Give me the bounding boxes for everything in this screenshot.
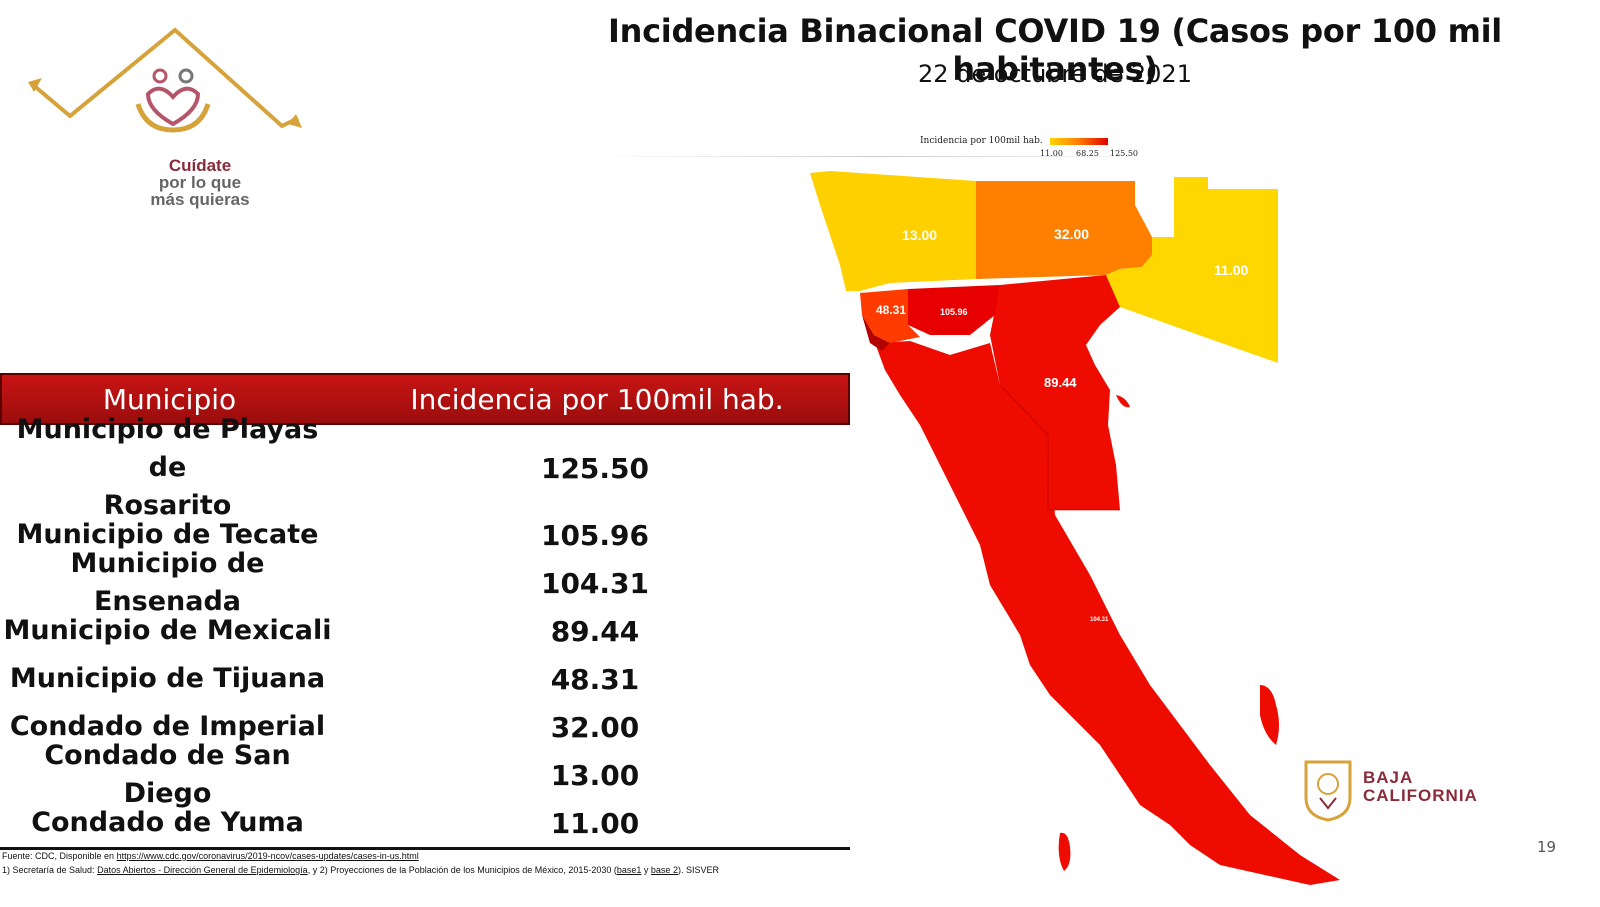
map-label-ensenada: 104.31 xyxy=(1090,617,1109,623)
island-east xyxy=(1116,395,1130,408)
base1-link[interactable]: base1 xyxy=(616,865,642,875)
state-name-line-1: BAJA xyxy=(1363,768,1414,787)
region-tijuana[interactable] xyxy=(860,289,920,343)
map-label-san-diego: 13.00 xyxy=(902,227,937,243)
island-gulf-1 xyxy=(1260,685,1279,745)
row-name-line2: Rosarito xyxy=(103,490,232,521)
row-value: 125.50 xyxy=(540,451,650,485)
row-name: Condado de San Diego xyxy=(44,740,291,809)
map-legend: Incidencia por 100mil hab. 11.00 68.25 1… xyxy=(920,136,1160,166)
base2-link[interactable]: base 2 xyxy=(650,865,678,875)
legend-divider xyxy=(600,156,1160,157)
choropleth-map: 13.00 32.00 11.00 48.31 105.96 89.44 104… xyxy=(810,171,1340,885)
cdc-source-link[interactable]: https://www.cdc.gov/coronavirus/2019-nco… xyxy=(116,851,419,861)
table-row: Municipio de Playas de Rosarito 125.50 xyxy=(0,414,850,521)
source-line-2-mid: , y 2) Proyecciones de la Población de l… xyxy=(307,865,617,875)
table-row: Municipio de Mexicali 89.44 xyxy=(0,607,850,655)
region-san-diego[interactable] xyxy=(810,171,976,291)
row-name: Municipio de Mexicali xyxy=(3,615,332,646)
logo-line-1: Cuídate xyxy=(168,156,232,175)
row-name: Municipio de Tecate xyxy=(16,519,319,550)
slide-title: Incidencia Binacional COVID 19 (Casos po… xyxy=(608,12,1502,88)
table-bottom-rule xyxy=(0,847,850,850)
header-municipio: Municipio xyxy=(102,383,237,416)
house-roof-icon xyxy=(28,27,302,133)
state-name-line-2: CALIFORNIA xyxy=(1363,786,1478,805)
row-name-line1: Municipio de Playas de xyxy=(16,414,319,483)
source-line-1-prefix: Fuente: CDC, Disponible en xyxy=(2,851,115,861)
row-value: 32.00 xyxy=(550,710,640,744)
slide-date: 22 de octubre de 2021 xyxy=(918,60,1192,88)
table-row: Municipio de Ensenada 104.31 xyxy=(0,548,850,617)
table-row: Condado de San Diego 13.00 xyxy=(0,740,850,809)
row-value: 104.31 xyxy=(540,566,650,600)
baja-california-logo: BAJA CALIFORNIA xyxy=(1300,758,1500,828)
datos-abiertos-link[interactable]: Datos Abiertos - Dirección General de Ep… xyxy=(97,865,308,875)
table-row: Condado de Imperial 32.00 xyxy=(0,703,850,751)
row-value: 105.96 xyxy=(540,518,650,552)
map-label-imperial: 32.00 xyxy=(1054,226,1089,242)
page-number: 19 xyxy=(1537,838,1557,856)
table-row: Municipio de Tecate 105.96 xyxy=(0,511,850,559)
source-line-2-end: ). SISVER xyxy=(677,865,719,875)
region-rosarito[interactable] xyxy=(862,315,890,351)
row-name: Municipio de Ensenada xyxy=(70,548,265,617)
heart-hands-icon xyxy=(135,68,211,133)
row-name: Municipio de Playas de Rosarito xyxy=(0,411,335,525)
legend-tick-mid: 68.25 xyxy=(1076,149,1099,158)
incidence-table: Municipio Incidencia por 100mil hab. Mun… xyxy=(0,373,850,850)
row-value: 11.00 xyxy=(550,806,640,840)
table-row: Municipio de Tijuana 48.31 xyxy=(0,655,850,703)
map-label-tecate: 105.96 xyxy=(940,307,968,317)
region-tecate[interactable] xyxy=(908,285,1000,335)
map-label-yuma: 11.00 xyxy=(1214,262,1248,278)
table-row: Condado de Yuma 11.00 xyxy=(0,799,850,847)
row-name: Condado de Yuma xyxy=(31,807,304,838)
region-mexicali[interactable] xyxy=(990,275,1120,510)
source-line-2-y: y xyxy=(641,865,649,875)
region-ensenada[interactable] xyxy=(875,341,1340,885)
legend-title: Incidencia por 100mil hab. xyxy=(920,136,1043,146)
source-line-2-prefix: 1) Secretaría de Salud: xyxy=(2,865,95,875)
row-value: 13.00 xyxy=(550,758,640,792)
source-line-1: Fuente: CDC, Disponible en https://www.c… xyxy=(2,849,719,863)
state-seal-icon xyxy=(1304,760,1352,822)
map-label-tijuana: 48.31 xyxy=(876,303,906,317)
island-gulf-2 xyxy=(1058,832,1071,871)
logo-line-3: más quieras xyxy=(150,190,250,209)
campaign-logo: Cuídate por lo que más quieras xyxy=(20,20,320,209)
header-incidencia: Incidencia por 100mil hab. xyxy=(410,383,784,416)
region-imperial[interactable] xyxy=(976,181,1152,279)
row-name: Condado de Imperial xyxy=(9,711,326,742)
map-label-mexicali: 89.44 xyxy=(1044,375,1077,390)
row-value: 89.44 xyxy=(550,614,640,648)
source-line-2: 1) Secretaría de Salud: Datos Abiertos -… xyxy=(2,863,719,877)
legend-tick-max: 125.50 xyxy=(1110,149,1138,158)
region-yuma[interactable] xyxy=(1106,177,1278,363)
row-value: 48.31 xyxy=(550,662,640,696)
table-header: Municipio Incidencia por 100mil hab. xyxy=(0,373,850,425)
legend-gradient xyxy=(1050,138,1108,145)
logo-line-2: por lo que xyxy=(158,173,242,192)
row-name: Municipio de Tijuana xyxy=(9,663,326,694)
source-notes: Fuente: CDC, Disponible en https://www.c… xyxy=(2,849,719,877)
legend-tick-min: 11.00 xyxy=(1040,149,1063,158)
